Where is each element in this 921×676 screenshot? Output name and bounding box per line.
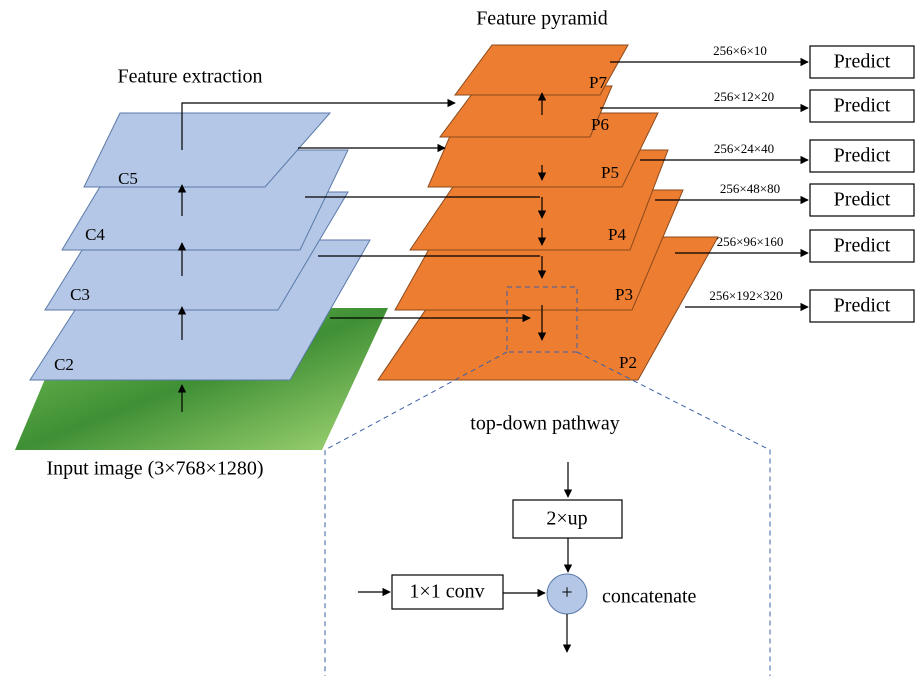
- predict: Predict: [834, 51, 891, 73]
- title: Feature pyramid: [476, 8, 608, 30]
- layer-label: P3: [615, 285, 633, 304]
- layer-label: P6: [591, 115, 609, 134]
- predict: Predict: [834, 145, 891, 167]
- conv: 1×1 conv: [409, 581, 484, 603]
- dims: 256×48×80: [720, 181, 780, 196]
- predict: Predict: [834, 95, 891, 117]
- layer-label: P2: [619, 353, 637, 372]
- layer-label: C5: [118, 169, 138, 188]
- inset-title: top-down pathway: [470, 413, 619, 435]
- diagram: C5 C4 C3 C2 P7 P6 P5 P4 P3 P2 Feature ex…: [0, 0, 921, 676]
- op: +: [561, 582, 572, 604]
- op-label: concatenate: [602, 586, 696, 608]
- predict: Predict: [834, 295, 891, 317]
- predict: Predict: [834, 235, 891, 257]
- dims: 256×6×10: [713, 43, 767, 58]
- dims: 256×192×320: [709, 288, 782, 303]
- input-label: Input image (3×768×1280): [47, 458, 264, 480]
- layer-label: C3: [70, 285, 90, 304]
- layer-label: C4: [85, 225, 105, 244]
- dims: 256×96×160: [717, 234, 784, 249]
- upsample: 2×up: [546, 508, 587, 530]
- layer-label: C2: [54, 355, 74, 374]
- outputs: 256×6×10 256×12×20 256×24×40 256×48×80 2…: [709, 43, 914, 322]
- layer-label: P5: [601, 163, 619, 182]
- dims: 256×12×20: [714, 89, 774, 104]
- layer-label: P4: [608, 225, 626, 244]
- layer-label: P7: [589, 73, 607, 92]
- title: Feature extraction: [118, 66, 263, 88]
- dims: 256×24×40: [714, 141, 774, 156]
- predict: Predict: [834, 189, 891, 211]
